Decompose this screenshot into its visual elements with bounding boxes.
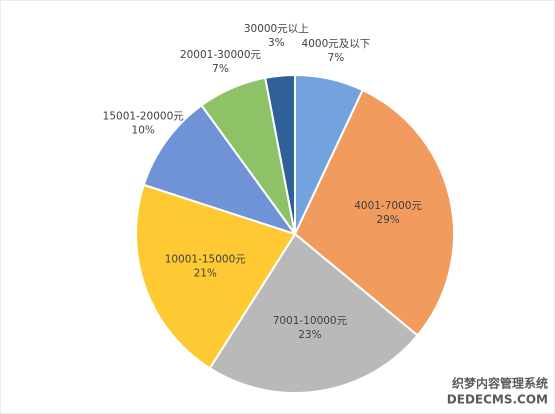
data-label: 23% (298, 329, 321, 341)
data-label: 15001-20000元 (103, 111, 185, 123)
watermark: 织梦内容管理系统 (452, 376, 548, 391)
pie-slice (208, 232, 419, 394)
data-label: 4000元及以下 (302, 38, 371, 50)
pie-slice (293, 88, 455, 337)
data-label: 7% (212, 63, 229, 75)
data-label: 10001-15000元 (165, 253, 247, 265)
data-label: 21% (194, 267, 217, 279)
pie-slice (264, 73, 296, 235)
watermark: DEDECMS.COM (447, 393, 548, 407)
pie-slice (142, 103, 298, 236)
data-label: 3% (268, 37, 285, 49)
data-label: 7% (328, 52, 345, 64)
pie-slice (135, 183, 297, 370)
data-label: 20001-30000元 (180, 49, 262, 61)
data-label: 30000元以上 (244, 23, 309, 35)
data-label: 10% (132, 125, 155, 137)
data-label: 4001-7000元 (354, 200, 422, 212)
data-label: 7001-10000元 (273, 315, 348, 327)
data-label: 29% (376, 214, 399, 226)
